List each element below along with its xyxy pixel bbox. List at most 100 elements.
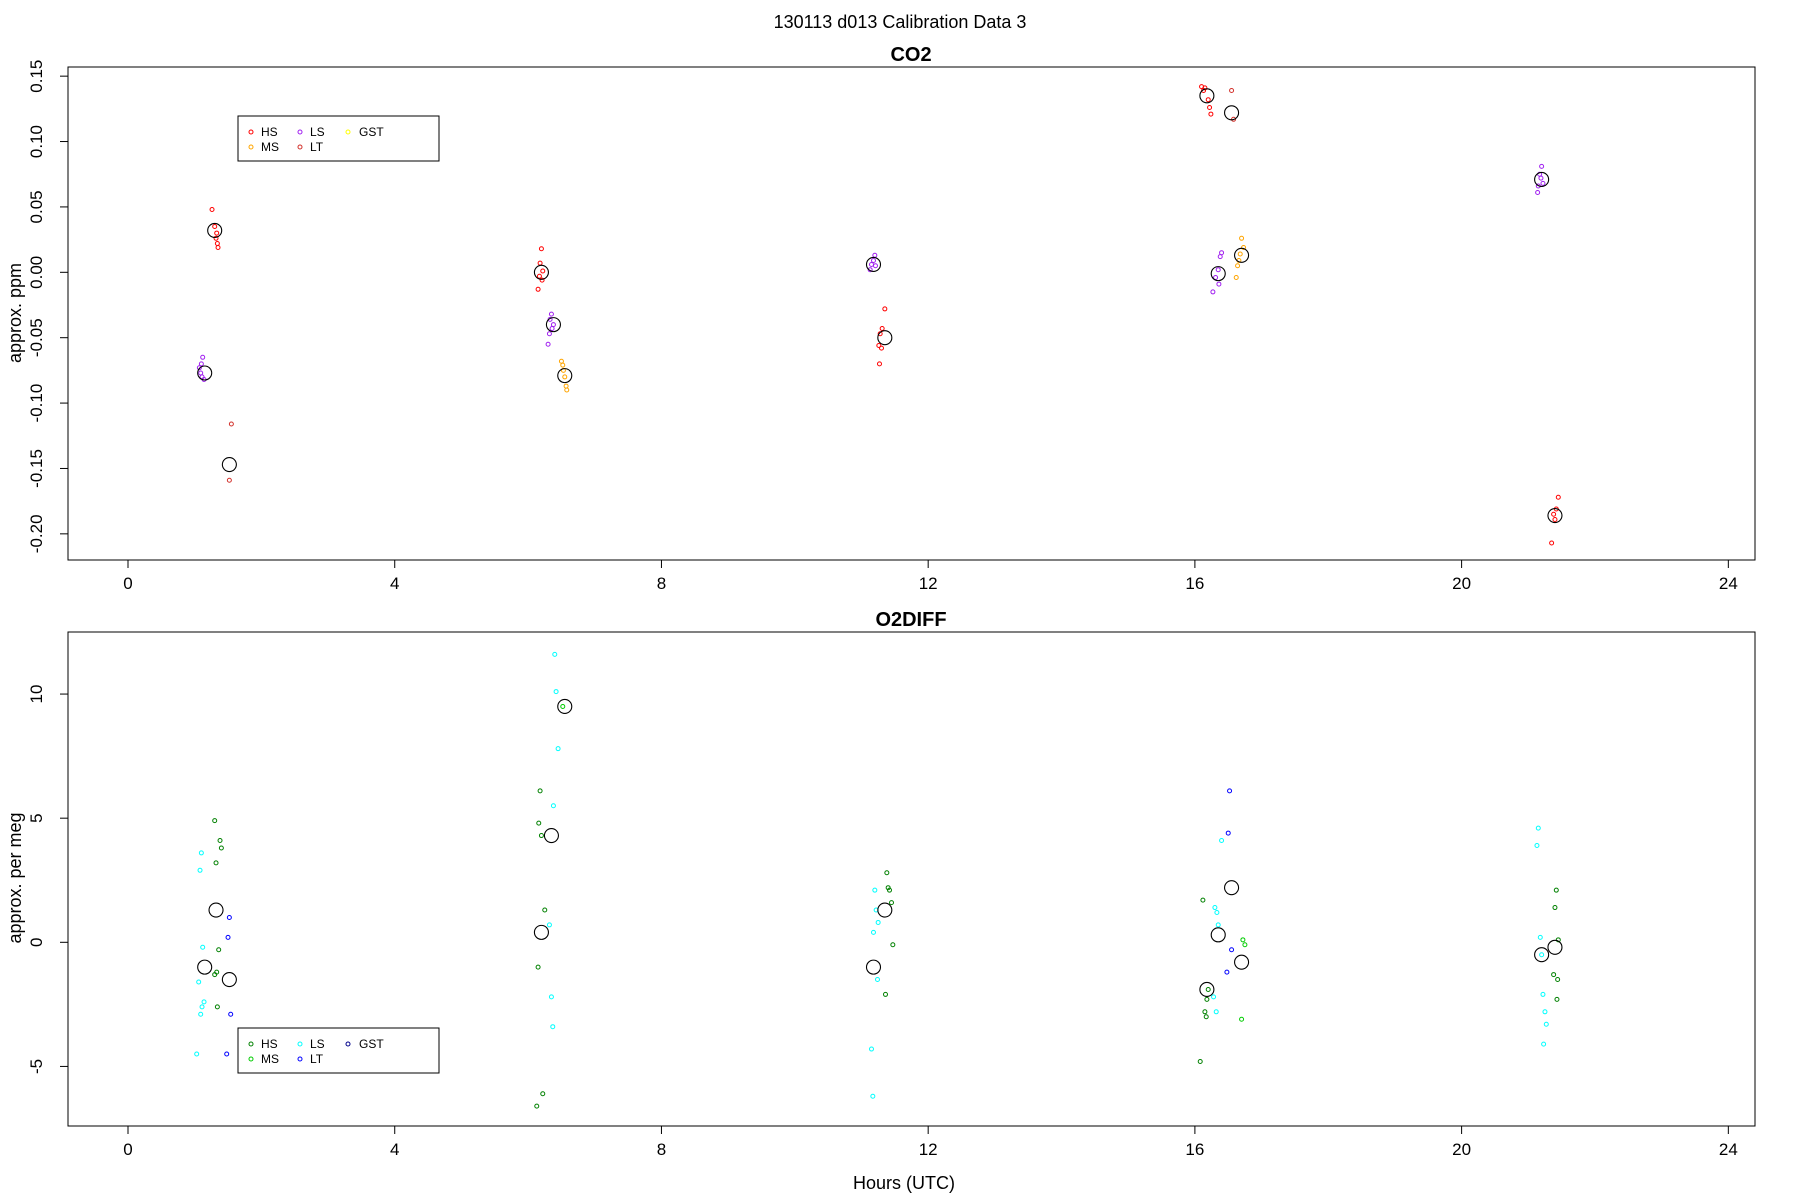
o2diff-x-tick-label: 16 [1185,1140,1204,1159]
co2-y-tick-label: 0.00 [27,256,46,289]
o2diff-point-hs [1553,887,1559,893]
co2-point-ls [1216,281,1222,287]
o2diff-mean-point [221,971,237,988]
o2diff-mean-point [1534,947,1550,963]
o2diff-y-tick-label: 10 [27,685,46,704]
co2-point-ls [549,326,555,332]
co2-point-ls [872,252,878,258]
o2diff-point-hs [1555,937,1561,943]
o2diff-legend-marker-gst [345,1041,351,1047]
co2-point-ms [563,383,569,389]
o2diff-mean-point [1547,939,1563,955]
o2diff-y-tick-label: 5 [27,813,46,822]
co2-point-hs [212,224,218,230]
co2-point-ls [872,263,878,269]
o2diff-mean-point [1210,927,1226,943]
o2diff-point-hs [884,870,890,876]
o2diff-mean-point [865,959,882,975]
co2-mean-point [1199,88,1215,104]
co2-x-tick-label: 20 [1452,574,1471,593]
o2diff-legend-label-ls: LS [310,1037,325,1051]
o2diff-point-hs [217,838,223,844]
co2-panel-title: CO2 [890,44,931,66]
o2diff-point-ls [1215,922,1221,928]
o2diff-y-axis-label: approx. per meg [5,812,25,943]
co2-point-ms [562,374,568,380]
o2diff-x-tick-label: 24 [1719,1140,1738,1159]
co2-mean-point [1210,266,1226,282]
o2diff-point-hs [536,820,542,826]
co2-point-ls [1217,254,1223,260]
co2-point-ls [546,331,552,337]
co2-y-tick-label: 0.05 [27,190,46,223]
o2diff-point-lt [1225,830,1231,836]
o2diff-point-hs [1551,972,1557,978]
co2-x-tick-label: 24 [1719,574,1738,593]
o2diff-point-ls [552,651,558,657]
co2-legend-label-ms: MS [261,140,279,154]
o2diff-point-hs [882,991,888,997]
o2diff-x-axis: 0 4 8 12 16 20 24 [123,1125,1738,1159]
o2diff-point-ls [550,1024,556,1030]
o2diff-mean-point [197,959,213,975]
co2-mean-point [197,365,213,381]
co2-point-hs [1555,494,1561,500]
o2diff-point-hs [885,885,891,891]
co2-mean-point [1224,105,1240,121]
o2diff-point-ls [874,977,880,983]
co2-x-tick-label: 16 [1185,574,1204,593]
o2diff-point-lt [226,914,232,920]
co2-mean-point [1234,247,1250,263]
co2-point-ls [550,322,556,328]
o2diff-mean-point [533,924,549,940]
o2diff-point-hs [537,788,543,794]
o2diff-mean-point [877,902,893,918]
co2-point-ms [1239,235,1245,241]
o2diff-point-ls [870,1093,876,1099]
o2diff-mean-point [208,902,224,918]
co2-point-hs [876,361,882,367]
o2diff-point-ls [1213,1009,1219,1015]
o2diff-legend-label-hs: HS [261,1037,278,1051]
o2diff-point-ls [868,1046,874,1052]
co2-point-lt [1229,88,1235,94]
o2diff-point-ls [1214,910,1220,916]
co2-point-ls [870,258,876,264]
co2-point-hs [539,277,545,283]
co2-x-axis: 0 4 8 12 16 20 24 [123,559,1738,593]
o2diff-point-ls [870,929,876,935]
co2-legend-marker-ls [297,129,303,135]
o2diff-point-hs [1205,986,1211,992]
co2-point-hs [1551,511,1557,517]
co2-mean-point [1547,507,1563,524]
o2diff-point-hs [535,964,541,970]
co2-point-ls [1540,180,1546,186]
o2diff-point-hs [886,887,892,893]
o2diff-point-ls [546,922,552,928]
o2diff-point-lt [1227,788,1233,794]
co2-point-ls [548,311,554,317]
o2diff-point-hs [1554,996,1560,1002]
co2-mean-point [1534,171,1550,188]
o2diff-point-hs [534,1103,540,1109]
co2-x-tick-label: 4 [390,574,399,593]
o2diff-point-ls [1542,1009,1548,1015]
co2-point-hs [537,260,543,266]
co2-point-ms [560,362,566,368]
o2diff-point-hs [890,942,896,948]
co2-point-ls [200,354,206,360]
co2-y-tick-label: -0.20 [27,514,46,553]
o2diff-point-hs [542,907,548,913]
o2diff-point-ls [198,850,204,856]
co2-point-hs [214,230,220,236]
o2diff-point-hs [216,947,222,953]
co2-x-tick-label: 12 [919,574,938,593]
o2diff-x-tick-label: 8 [657,1140,666,1159]
co2-point-ms [1235,263,1241,269]
co2-y-tick-label: -0.15 [27,449,46,488]
co2-legend-label-gst: GST [359,125,384,139]
o2diff-legend-marker-lt [297,1056,303,1062]
co2-point-hs [535,286,541,292]
co2-point-lt [228,421,234,427]
o2diff-point-ms [1240,937,1246,943]
